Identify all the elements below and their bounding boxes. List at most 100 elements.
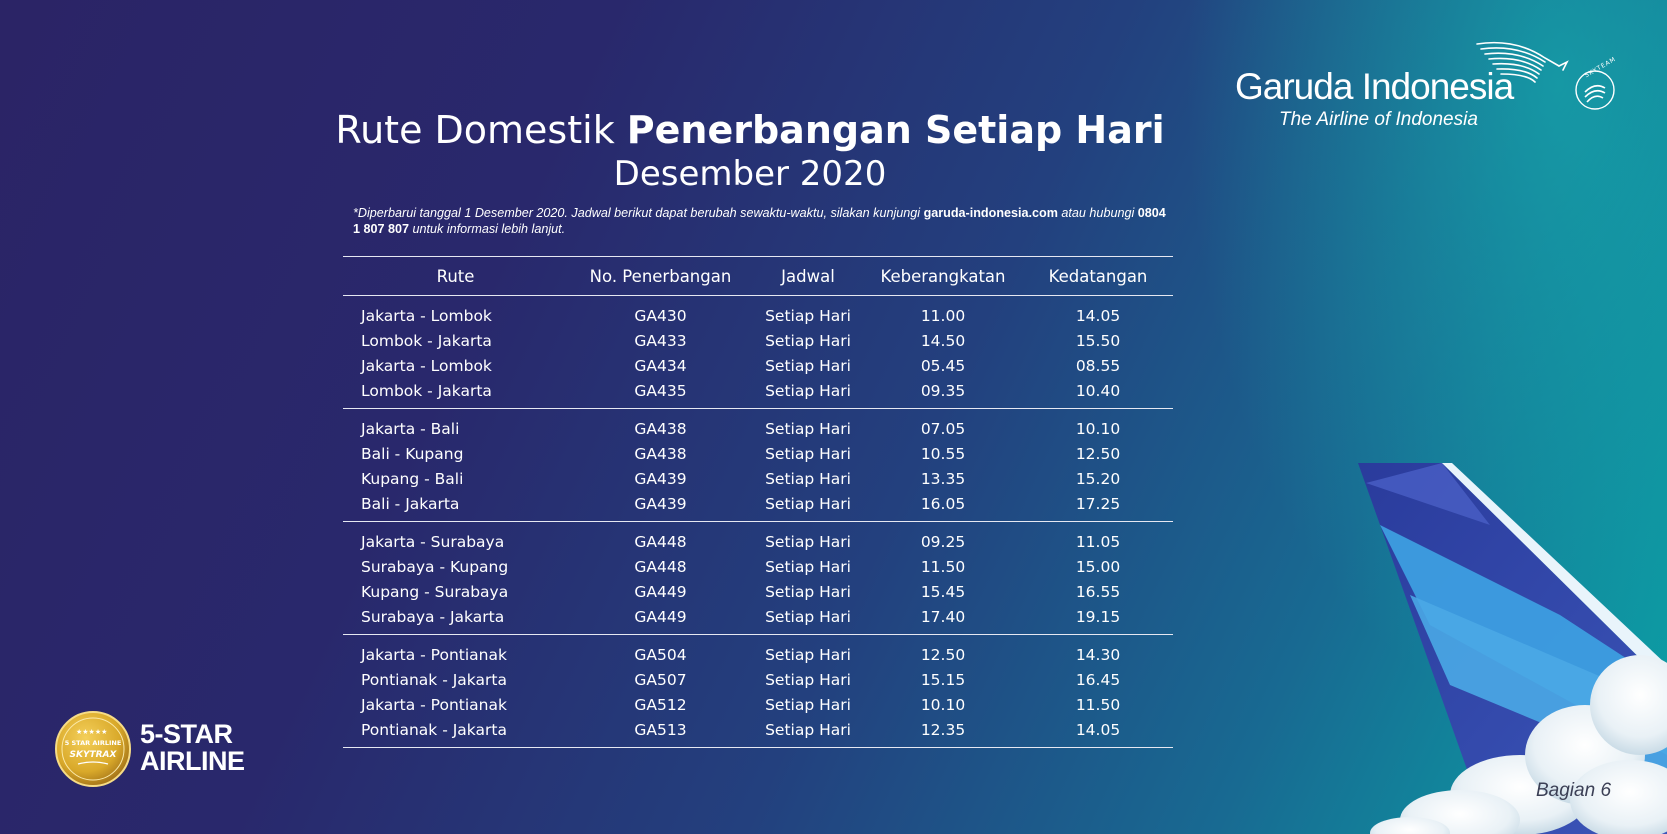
route-group: Jakarta - Bali GA438 Setiap Hari 07.05 10.10…: [343, 409, 1173, 522]
schedule-cell: Setiap Hari: [765, 607, 851, 626]
route-cell: Lombok - Jakarta: [361, 381, 492, 400]
arrival-cell: 19.15: [1075, 607, 1121, 626]
skyteam-icon: [1575, 70, 1615, 110]
table-row: Jakarta - Lombok GA434 Setiap Hari 05.45 08.…: [343, 353, 1173, 378]
header-arrival: Kedatangan: [1048, 266, 1148, 286]
departure-cell: 11.50: [920, 557, 966, 576]
garuda-logo: SKYTEAM Garuda Indonesia The Airline of …: [1235, 40, 1635, 140]
five-star-label: 5-STAR AIRLINE: [140, 721, 245, 775]
arrival-cell: 15.50: [1075, 331, 1121, 350]
arrival-cell: 17.25: [1075, 494, 1121, 513]
departure-cell: 13.35: [920, 469, 966, 488]
note-text-3: untuk informasi lebih lanjut.: [409, 222, 566, 236]
departure-cell: 12.50: [920, 645, 966, 664]
route-cell: Surabaya - Kupang: [361, 557, 509, 576]
departure-cell: 09.25: [920, 532, 966, 551]
route-cell: Bali - Kupang: [361, 444, 464, 463]
brand-tagline: The Airline of Indonesia: [1279, 109, 1478, 130]
flight-number-cell: GA449: [634, 582, 687, 601]
route-cell: Pontianak - Jakarta: [361, 720, 507, 739]
seal-brand: SKYTRAX: [70, 750, 118, 760]
flight-number-cell: GA438: [634, 444, 687, 463]
arrival-cell: 16.45: [1075, 670, 1121, 689]
page-label: Bagian 6: [1536, 780, 1612, 801]
departure-cell: 09.35: [920, 381, 966, 400]
arrival-cell: 11.50: [1075, 695, 1121, 714]
arrival-cell: 14.05: [1075, 306, 1121, 325]
schedule-cell: Setiap Hari: [765, 645, 851, 664]
website-link[interactable]: garuda-indonesia.com: [923, 206, 1058, 220]
garuda-bird-icon: [1476, 41, 1569, 83]
schedule-cell: Setiap Hari: [765, 444, 851, 463]
schedule-cell: Setiap Hari: [765, 582, 851, 601]
departure-cell: 12.35: [920, 720, 966, 739]
table-row: Jakarta - Surabaya GA448 Setiap Hari 09.25 1…: [343, 522, 1173, 555]
five-star-line-1: 5-STAR: [140, 719, 233, 749]
table-row: Kupang - Surabaya GA449 Setiap Hari 15.45 16…: [343, 579, 1173, 604]
title-month: Desember 2020: [613, 154, 887, 194]
flight-number-cell: GA448: [634, 557, 687, 576]
header-schedule: Jadwal: [781, 266, 835, 286]
header-route: Rute: [436, 266, 475, 286]
schedule-cell: Setiap Hari: [765, 695, 851, 714]
departure-cell: 05.45: [920, 356, 966, 375]
arrival-cell: 08.55: [1075, 356, 1121, 375]
route-cell: Jakarta - Lombok: [361, 306, 492, 325]
table-row: Jakarta - Bali GA438 Setiap Hari 07.05 10.10: [343, 409, 1173, 442]
route-cell: Pontianak - Jakarta: [361, 670, 507, 689]
arrival-cell: 10.10: [1075, 419, 1121, 438]
route-cell: Lombok - Jakarta: [361, 331, 492, 350]
flight-number-cell: GA507: [634, 670, 687, 689]
flight-number-cell: GA433: [634, 331, 687, 350]
departure-cell: 16.05: [920, 494, 966, 513]
table-row: Jakarta - Pontianak GA512 Setiap Hari 10.10…: [343, 692, 1173, 717]
arrival-cell: 12.50: [1075, 444, 1121, 463]
title-part-2: Penerbangan Setiap Hari: [626, 108, 1165, 152]
departure-cell: 10.10: [920, 695, 966, 714]
table-row: Kupang - Bali GA439 Setiap Hari 13.35 15.20: [343, 466, 1173, 491]
route-cell: Jakarta - Pontianak: [361, 645, 507, 664]
flight-number-cell: GA448: [634, 532, 687, 551]
seal-text: 5 STAR AIRLINE: [65, 739, 122, 747]
flight-number-cell: GA439: [634, 469, 687, 488]
flight-number-cell: GA512: [634, 695, 687, 714]
schedule-cell: Setiap Hari: [765, 494, 851, 513]
table-row: Surabaya - Kupang GA448 Setiap Hari 11.50 15…: [343, 554, 1173, 579]
schedule-cell: Setiap Hari: [765, 306, 851, 325]
schedule-table: Rute No. Penerbangan Jadwal Keberangkata…: [343, 256, 1173, 748]
flight-number-cell: GA430: [634, 306, 687, 325]
page-title: Rute Domestik Penerbangan Setiap Hari: [0, 108, 1500, 152]
five-star-line-2: AIRLINE: [140, 746, 245, 776]
table-row: Surabaya - Jakarta GA449 Setiap Hari 17.40 1…: [343, 604, 1173, 635]
table-row: Pontianak - Jakarta GA507 Setiap Hari 15.15…: [343, 667, 1173, 692]
arrival-cell: 10.40: [1075, 381, 1121, 400]
flight-number-cell: GA513: [634, 720, 687, 739]
flight-number-cell: GA439: [634, 494, 687, 513]
svg-text:★★★★★: ★★★★★: [76, 728, 107, 736]
route-cell: Kupang - Surabaya: [361, 582, 509, 601]
table-row: Jakarta - Lombok GA430 Setiap Hari 11.00 14.…: [343, 296, 1173, 329]
departure-cell: 07.05: [920, 419, 966, 438]
aircraft-tail-icon: [1358, 463, 1667, 834]
flight-number-cell: GA449: [634, 607, 687, 626]
schedule-cell: Setiap Hari: [765, 557, 851, 576]
route-cell: Bali - Jakarta: [361, 494, 460, 513]
brand-name: Garuda Indonesia: [1235, 66, 1514, 107]
route-group: Jakarta - Surabaya GA448 Setiap Hari 09.25 1…: [343, 522, 1173, 635]
schedule-cell: Setiap Hari: [765, 670, 851, 689]
flight-number-cell: GA438: [634, 419, 687, 438]
header-flight-number: No. Penerbangan: [589, 266, 732, 286]
skytrax-badge: ★★★★★ 5 STAR AIRLINE SKYTRAX: [54, 710, 132, 792]
route-cell: Jakarta - Bali: [361, 419, 460, 438]
schedule-cell: Setiap Hari: [765, 381, 851, 400]
flight-number-cell: GA434: [634, 356, 687, 375]
departure-cell: 10.55: [920, 444, 966, 463]
departure-cell: 15.15: [920, 670, 966, 689]
table-header-row: Rute No. Penerbangan Jadwal Keberangkata…: [343, 256, 1173, 296]
skytrax-seal-icon: ★★★★★ 5 STAR AIRLINE SKYTRAX: [55, 711, 131, 787]
table-row: Bali - Jakarta GA439 Setiap Hari 16.05 17.25: [343, 491, 1173, 522]
route-cell: Jakarta - Lombok: [361, 356, 492, 375]
schedule-cell: Setiap Hari: [765, 720, 851, 739]
route-cell: Jakarta - Pontianak: [361, 695, 507, 714]
note-text-1: *Diperbarui tanggal 1 Desember 2020. Jad…: [353, 206, 924, 220]
